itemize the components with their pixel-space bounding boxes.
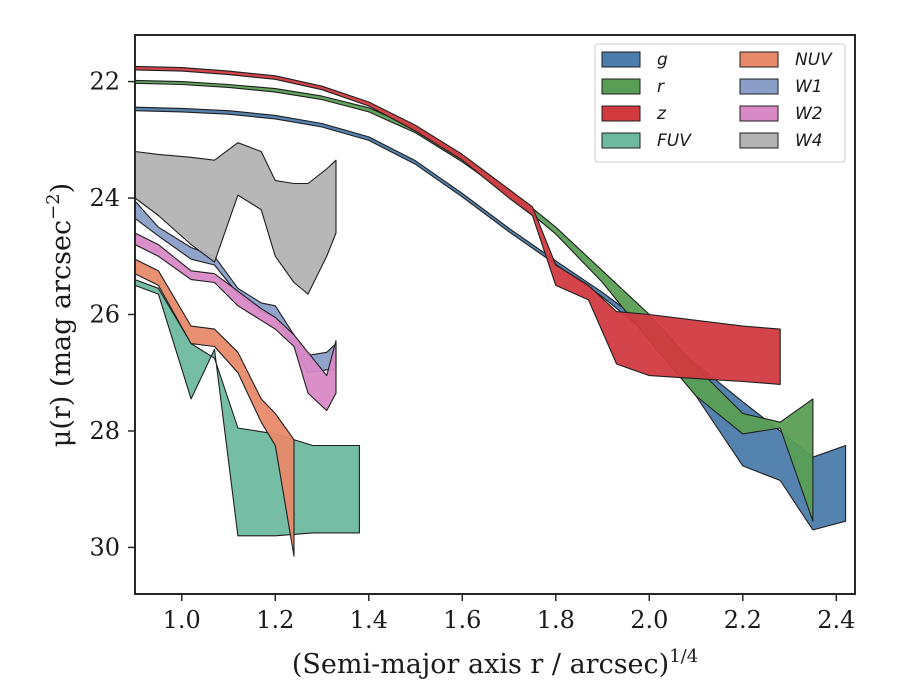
legend-label-z: z [656, 104, 667, 124]
legend-swatch-w1 [740, 79, 778, 94]
x-axis-label: (Semi-major axis r / arcsec)1/4 [292, 646, 698, 680]
x-tick-label: 2.4 [817, 606, 855, 634]
x-tick-label: 1.8 [537, 606, 575, 634]
legend-label-w1: W1 [795, 77, 823, 97]
legend-swatch-r [602, 79, 640, 94]
y-tick-label: 24 [89, 184, 120, 212]
y-axis-label: μ(r) (mag arcsec−2) [43, 183, 77, 447]
legend-swatch-g [602, 52, 640, 67]
y-tick-label: 22 [89, 68, 120, 96]
y-tick-label: 28 [89, 417, 120, 445]
y-axis: 22 24 26 28 30 [89, 68, 135, 562]
x-tick-label: 1.2 [256, 606, 294, 634]
x-tick-label: 2.2 [724, 606, 762, 634]
legend-label-fuv: FUV [657, 131, 692, 151]
legend-label-w4: W4 [795, 131, 823, 151]
legend-label-g: g [657, 50, 668, 70]
legend-label-w2: W2 [795, 104, 823, 124]
y-tick-label: 30 [89, 533, 120, 561]
chart-figure: 1.0 1.2 1.4 1.6 1.8 2.0 2.2 2.4 22 24 26 28 30 grzF… [0, 0, 900, 700]
legend-swatch-nuv [740, 52, 778, 67]
x-tick-label: 1.6 [443, 606, 481, 634]
x-tick-label: 2.0 [630, 606, 668, 634]
x-tick-label: 1.4 [350, 606, 388, 634]
legend: grz FUV NUV W1 W2 W4 [595, 44, 845, 162]
legend-swatch-w4 [740, 133, 778, 148]
legend-label-nuv: NUV [795, 50, 833, 70]
legend-swatch-z [602, 106, 640, 121]
legend-label-r: r [657, 77, 665, 97]
y-tick-label: 26 [89, 301, 120, 329]
band-w4 [135, 143, 336, 294]
legend-swatch-w2 [740, 106, 778, 121]
legend-swatch-fuv [602, 133, 640, 148]
x-axis: 1.0 1.2 1.4 1.6 1.8 2.0 2.2 2.4 [163, 594, 856, 634]
x-tick-label: 1.0 [163, 606, 201, 634]
